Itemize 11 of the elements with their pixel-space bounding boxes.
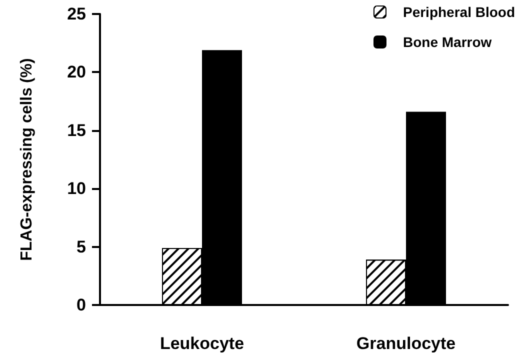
y-tick-label: 0: [76, 296, 86, 314]
y-tick-label: 20: [67, 62, 86, 82]
legend-label: Peripheral Blood: [402, 4, 516, 20]
y-axis-title: FLAG-expressing cells (%): [18, 58, 36, 261]
x-tick-label: Granulocyte: [356, 334, 456, 353]
y-tick-label: 15: [67, 120, 86, 140]
y-tick-label: 25: [67, 4, 86, 24]
legend-label: Bone Marrow: [402, 34, 492, 50]
x-tick-label: Leukocyte: [160, 334, 244, 353]
y-tick-label: 5: [76, 237, 86, 256]
y-tick-label: 10: [67, 179, 86, 198]
